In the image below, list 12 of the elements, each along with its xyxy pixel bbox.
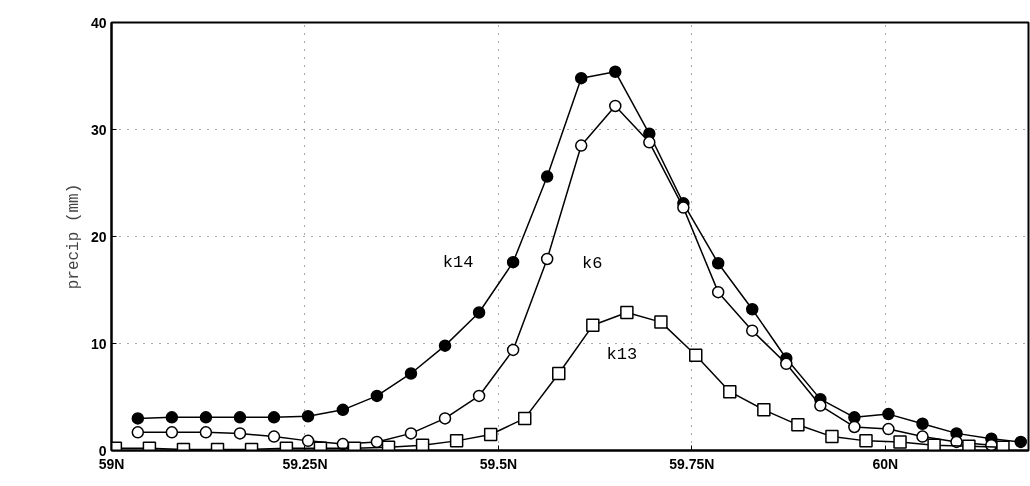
y-axis-title: precip (mm) [64, 183, 83, 290]
x-tick-label: 59.75N [669, 455, 715, 472]
series-label: k6 [581, 254, 603, 274]
x-tick-label: 59.5N [479, 455, 518, 472]
series-label: k13 [606, 344, 638, 364]
x-tick-label: 59.25N [282, 455, 328, 472]
y-tick-label: 10 [90, 335, 107, 352]
y-tick-label: 20 [90, 228, 107, 245]
x-tick-label: 60N [872, 455, 899, 472]
y-tick-label: 40 [90, 14, 107, 31]
y-tick-label: 30 [90, 121, 107, 138]
series-label: k14 [442, 252, 474, 272]
